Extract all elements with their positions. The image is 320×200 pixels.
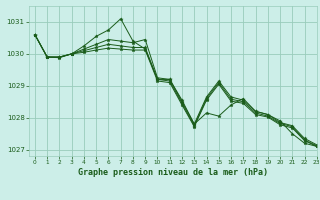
- X-axis label: Graphe pression niveau de la mer (hPa): Graphe pression niveau de la mer (hPa): [78, 168, 268, 177]
